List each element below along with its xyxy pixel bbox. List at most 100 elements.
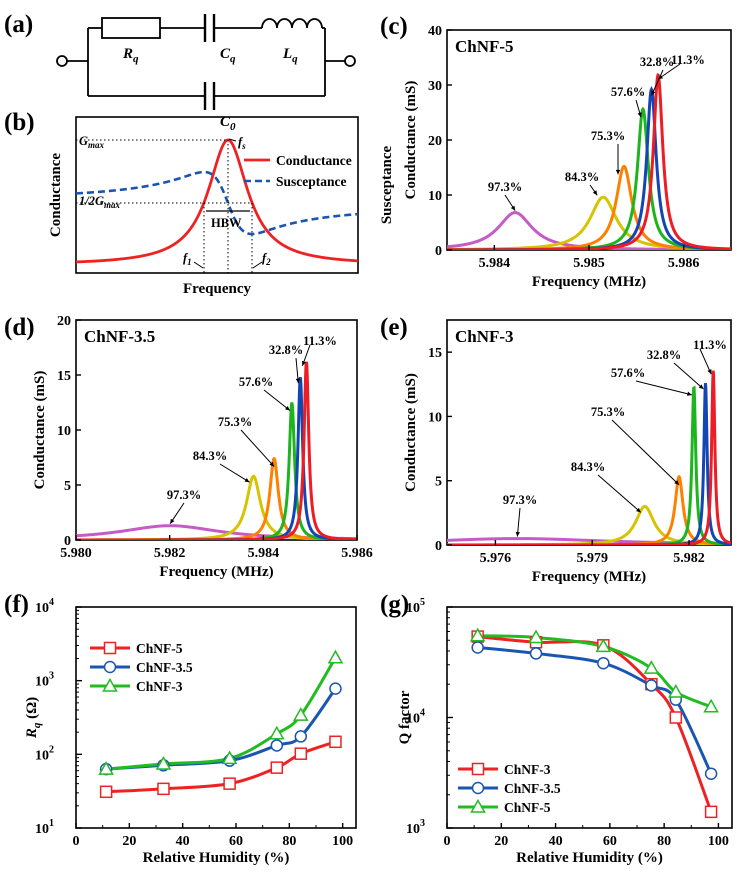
- data-label: 11.3%: [693, 338, 727, 352]
- annotation-arrow: [651, 69, 664, 96]
- x-axis-label: Relative Humidity (%): [516, 850, 663, 866]
- data-label: 32.8%: [640, 55, 674, 69]
- data-point-circle: [645, 679, 658, 692]
- data-point-square: [294, 747, 308, 760]
- y-tick-base: 10: [35, 822, 49, 837]
- panel-label-g: (g): [380, 591, 409, 618]
- y-tick-label: 40: [428, 24, 442, 39]
- series-line-75-3pct: [76, 457, 357, 540]
- y-tick-label: 5: [64, 479, 71, 494]
- resistor-symbol: [101, 17, 161, 39]
- y-tick-label: 15: [57, 369, 71, 384]
- panel-e-chart: 97.3% 84.3% 75.3% 57.6%32.8% 11.3% 5.976 5.979…: [403, 319, 732, 585]
- data-label: 57.6%: [611, 366, 645, 380]
- y-tick-exp: 4: [420, 708, 425, 719]
- arrow-head: [510, 205, 516, 211]
- data-point-triangle: [221, 750, 238, 765]
- panel-label-b: (b): [4, 109, 35, 136]
- half-sub: max: [104, 200, 121, 210]
- x-tick-label: 80: [657, 834, 671, 849]
- y-tick-label: 10: [428, 189, 442, 204]
- data-point-circle: [270, 739, 284, 752]
- y-tick-exp: 1: [49, 818, 54, 829]
- y-tick-exp: 3: [420, 818, 425, 829]
- x-tick-label: 80: [282, 834, 296, 849]
- y-tick-label: 0: [435, 244, 442, 259]
- legend-label: ChNF-5: [136, 641, 183, 656]
- panel-label-a: (a): [4, 11, 33, 38]
- x-tick-label: 5.984: [248, 546, 280, 561]
- arrow-head: [515, 531, 520, 537]
- gmax-main: G: [79, 134, 88, 148]
- data-label: 57.6%: [239, 375, 273, 389]
- data-label: 75.3%: [591, 405, 625, 419]
- y-tick-base: 10: [406, 601, 420, 616]
- half-main: 1/2G: [79, 194, 104, 208]
- annotation-arrow: [240, 429, 275, 467]
- data-label: 32.8%: [269, 343, 303, 357]
- data-label: 97.3%: [167, 488, 201, 502]
- data-point-triangle: [269, 725, 285, 740]
- y-tick-exp: 3: [49, 671, 54, 682]
- y-tick-label: 10: [57, 424, 71, 439]
- y-tick-exp: 5: [420, 597, 425, 608]
- y-axis-label: Conductance (mS): [403, 373, 419, 492]
- arrow-head: [674, 480, 680, 485]
- data-point-triangle: [327, 649, 344, 664]
- panel-c-chart: 97.3% 84.3% 75.3% 57.6% 32.8%11.3% 5.984 5.985…: [379, 24, 732, 290]
- arrow-head: [686, 391, 692, 396]
- y-tick-label: 30: [428, 79, 442, 94]
- arrow-head: [636, 507, 641, 513]
- series-line-chnf-3-5: [477, 646, 713, 775]
- y-tick-label: 20: [57, 314, 71, 329]
- data-point-square: [704, 805, 718, 819]
- x-tick-label: 60: [229, 834, 243, 849]
- x-tick-label: 40: [549, 834, 563, 849]
- arrow-head: [637, 112, 642, 118]
- x-tick-label: 5.976: [480, 551, 512, 566]
- x-axis-label: Frequency (MHz): [532, 274, 646, 290]
- y-tick-label: 104: [35, 597, 54, 616]
- legend-label-conductance: Conductance: [276, 153, 352, 168]
- data-point-square: [270, 761, 284, 774]
- arrow-head: [170, 518, 175, 524]
- arrow-head: [651, 90, 656, 96]
- data-point-square: [103, 641, 117, 655]
- legend-label: ChNF-3: [504, 762, 551, 777]
- annotation-arrow: [635, 380, 693, 396]
- hbw-label: HBW: [211, 216, 242, 230]
- y-tick-label: 20: [428, 134, 442, 149]
- y-axis-label: Conductance: [48, 153, 64, 238]
- panel-f-chart: 0 20 40 60 80 100101102103104ChNF-5ChNF-3.5Ch…: [24, 597, 357, 866]
- annotation-arrow: [219, 463, 250, 483]
- data-point-triangle: [643, 660, 660, 674]
- f2-label: f2: [262, 251, 271, 267]
- f1-main: f: [183, 251, 189, 265]
- y-tick-base: 10: [35, 601, 49, 616]
- plot-frame: [446, 606, 733, 829]
- data-label: 11.3%: [303, 334, 337, 348]
- x-tick-label: 60: [603, 834, 617, 849]
- series-line-11-3pct: [447, 72, 731, 250]
- y-axis-label-sub: q: [31, 722, 43, 728]
- plot-frame: [75, 606, 357, 829]
- annotation-arrow: [673, 362, 704, 390]
- f1-sub: 1: [187, 257, 192, 267]
- data-label: 97.3%: [503, 493, 537, 507]
- y-tick-label: 10: [428, 410, 442, 425]
- f2-sub: 2: [265, 257, 271, 267]
- data-point-circle: [294, 730, 308, 743]
- y-tick-base: 10: [35, 748, 49, 763]
- panel-g-chart: 0 20 40 60 80 100103104105ChNF-3ChNF-3.5ChNF-…: [397, 597, 733, 866]
- x-tick-label: 20: [494, 834, 508, 849]
- data-point-triangle: [595, 638, 612, 653]
- legend-label-susceptance: Susceptance: [276, 174, 347, 189]
- x-axis-label: Frequency (MHz): [532, 569, 646, 585]
- plot-frame: [75, 116, 359, 274]
- x-axis-label: Relative Humidity (%): [143, 850, 290, 866]
- fs-main: f: [238, 135, 244, 149]
- arrow-head: [244, 477, 250, 483]
- y-tick-exp: 4: [49, 597, 54, 608]
- panel-title: ChNF-3: [455, 327, 514, 346]
- arrow-head: [592, 190, 598, 196]
